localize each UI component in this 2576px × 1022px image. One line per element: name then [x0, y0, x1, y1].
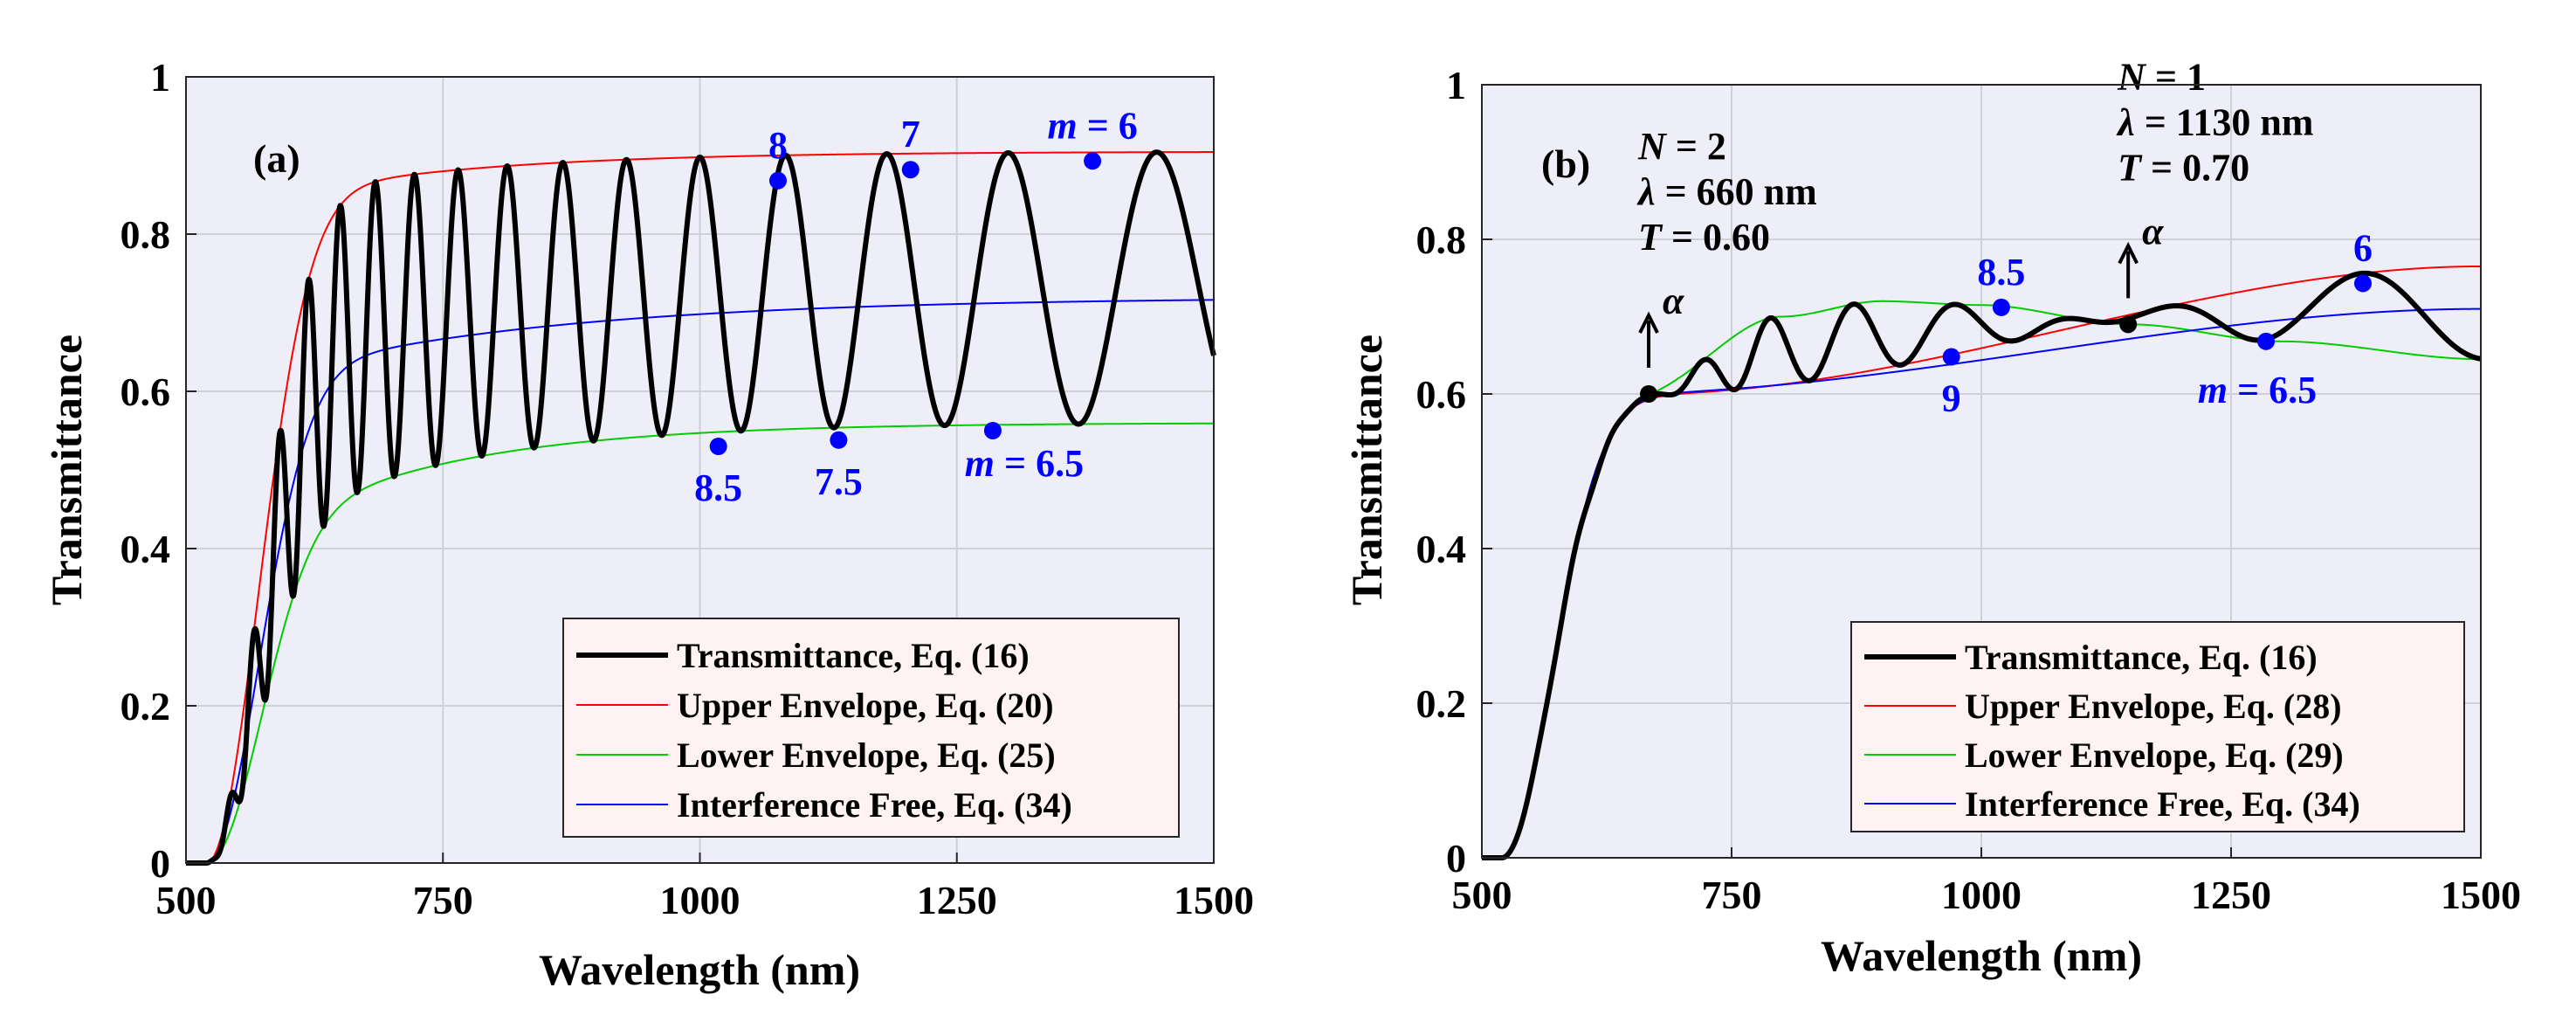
y-tick-label: 1 — [150, 55, 170, 100]
y-axis-label-b: Transmittance — [1342, 335, 1391, 605]
x-tick-label: 1250 — [2191, 873, 2271, 917]
panel-label-a: (a) — [253, 136, 300, 181]
legend-label-free-a: Interference Free, Eq. (34) — [677, 785, 1072, 825]
y-tick-label: 0.2 — [1416, 681, 1467, 726]
legend-label-lower-a: Lower Envelope, Eq. (25) — [677, 735, 1056, 775]
y-tick-label: 0.8 — [121, 212, 171, 257]
x-axis-label-b: Wavelength (nm) — [1821, 931, 2142, 980]
x-tick-label: 500 — [1452, 873, 1512, 917]
fringe-order-label: 8 — [768, 124, 788, 167]
panel-label-b: (b) — [1541, 142, 1590, 186]
fringe-order-label: 6 — [2353, 226, 2373, 269]
fringe-point — [709, 438, 727, 455]
fringe-order-label: 7 — [901, 113, 920, 155]
annotation-arrow-head — [1638, 311, 1659, 334]
x-tick-label: 750 — [1702, 873, 1762, 917]
y-tick-label: 0.2 — [121, 684, 171, 729]
legend-label-upper-b: Upper Envelope, Eq. (28) — [1965, 687, 2342, 726]
legend-label-lower-b: Lower Envelope, Eq. (29) — [1965, 735, 2344, 775]
fringe-point — [1942, 348, 1960, 366]
annotation-line: N = 2 — [1637, 125, 1726, 168]
annotation-line: λ = 1130 nm — [2116, 100, 2313, 143]
fringe-point — [768, 171, 787, 190]
y-tick-label: 0 — [1446, 836, 1466, 880]
fringe-order-label: 9 — [1942, 377, 1961, 420]
annotation-line: λ = 660 nm — [1636, 170, 1817, 213]
x-tick-label: 1500 — [1174, 878, 1254, 922]
fringe-order-label: m = 6 — [1047, 104, 1137, 147]
fringe-point — [1084, 152, 1102, 170]
legend-label-transmittance-b: Transmittance, Eq. (16) — [1965, 638, 2318, 677]
chart-b: 8.5 6 9 m = 6.5 α N = 2λ = 660 nmT = 0.60 α N … — [1342, 55, 2521, 980]
annotation-line: N = 1 — [2117, 55, 2206, 98]
fringe-order-label: 8.5 — [694, 466, 742, 509]
legend-a: Transmittance, Eq. (16) Upper Envelope, … — [562, 618, 1180, 838]
annotation-line: T = 0.70 — [2118, 146, 2249, 189]
fringe-point — [983, 422, 1002, 439]
y-tick-label: 0.4 — [121, 527, 171, 571]
y-tick-label: 0.6 — [121, 369, 171, 414]
legend-label-upper-a: Upper Envelope, Eq. (20) — [677, 686, 1054, 725]
annotation-line: T = 0.60 — [1638, 216, 1770, 259]
legend-b: Transmittance, Eq. (16) Upper Envelope, … — [1850, 621, 2465, 832]
annotation-arrow-head — [2118, 241, 2139, 265]
fringe-order-label: 7.5 — [815, 460, 863, 503]
x-tick-label: 750 — [413, 878, 473, 922]
x-axis-label-a: Wavelength (nm) — [539, 945, 860, 994]
chart-a: 8 7 m = 6 8.5 7.5 m = 6.5 500 750 1000 1250 1500 0… — [42, 55, 1254, 994]
fringe-point — [2354, 274, 2373, 293]
fringe-point — [830, 431, 848, 449]
legend-label-transmittance-a: Transmittance, Eq. (16) — [677, 636, 1030, 675]
x-tick-label: 1000 — [660, 878, 740, 922]
x-tick-label: 500 — [156, 878, 217, 922]
fringe-order-label: m = 6.5 — [2198, 369, 2317, 411]
fringe-order-label: m = 6.5 — [965, 442, 1084, 485]
y-tick-label: 0.4 — [1416, 527, 1467, 571]
series-line-fringes_a — [183, 149, 1216, 866]
x-tick-label: 1000 — [1941, 873, 2022, 917]
x-tick-label: 1500 — [2441, 873, 2521, 917]
annotation-point — [2119, 315, 2138, 334]
y-tick-label: 1 — [1446, 63, 1466, 107]
fringe-order-label: 8.5 — [1977, 251, 2025, 293]
y-axis-label-a: Transmittance — [42, 335, 91, 605]
fringe-point — [2257, 332, 2276, 350]
y-tick-label: 0 — [150, 841, 170, 886]
annotation-alpha: α — [1663, 280, 1684, 322]
y-tick-label: 0.8 — [1416, 218, 1467, 262]
legend-label-free-b: Interference Free, Eq. (34) — [1965, 784, 2360, 824]
fringe-point — [1992, 298, 2010, 316]
annotation-alpha: α — [2142, 210, 2164, 252]
fringe-point — [901, 161, 920, 179]
y-tick-label: 0.6 — [1416, 372, 1467, 417]
annotation-point — [1640, 385, 1658, 403]
x-tick-label: 1250 — [917, 878, 997, 922]
